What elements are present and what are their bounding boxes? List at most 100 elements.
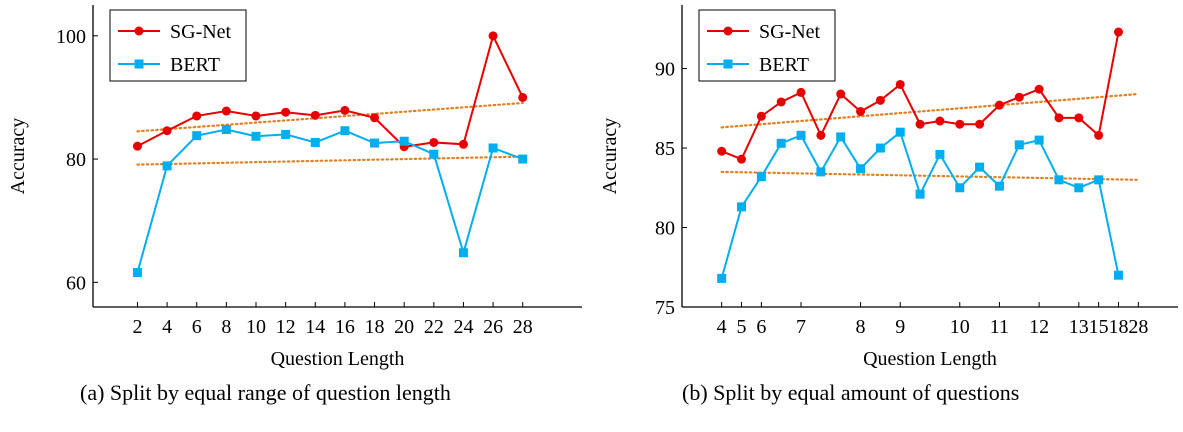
y-axis-label: Accuracy xyxy=(7,118,29,195)
bert-point xyxy=(935,149,945,159)
y-tick-label: 80 xyxy=(655,218,675,240)
y-tick-label: 100 xyxy=(56,26,86,48)
bert-point xyxy=(488,143,498,153)
sg-net-point xyxy=(1054,113,1064,123)
legend-marker-sg-net xyxy=(134,26,144,36)
trendline xyxy=(136,101,524,133)
bert-point xyxy=(310,137,320,147)
bert-point xyxy=(756,172,766,182)
x-tick-label: 28 xyxy=(1128,316,1148,338)
legend-label-sg-net: SG-Net xyxy=(170,21,232,43)
caption-a: (a) Split by equal range of question len… xyxy=(80,380,451,405)
sg-net-point xyxy=(994,100,1004,110)
x-tick-label: 14 xyxy=(305,316,325,338)
sg-net-point xyxy=(717,146,727,156)
sg-net-point xyxy=(132,141,142,151)
y-axis-label: Accuracy xyxy=(599,118,621,195)
bert-point xyxy=(340,126,350,136)
x-tick-label: 6 xyxy=(192,316,202,338)
bert-point xyxy=(856,164,866,174)
y-tick-label: 75 xyxy=(655,297,675,319)
bert-point xyxy=(994,181,1004,191)
x-tick-label: 22 xyxy=(424,316,444,338)
sg-net-point xyxy=(1014,92,1024,102)
sg-net-point xyxy=(895,79,905,89)
sg-net-point xyxy=(836,89,846,99)
bert-point xyxy=(132,267,142,277)
sg-net-point xyxy=(955,119,965,129)
y-tick-label: 80 xyxy=(66,149,86,171)
legend-marker-bert xyxy=(723,59,733,69)
sg-net-point xyxy=(1074,113,1084,123)
x-tick-label: 20 xyxy=(394,316,414,338)
caption-b: (b) Split by equal amount of questions xyxy=(682,380,1020,405)
sg-net-point xyxy=(310,110,320,120)
sg-net-point xyxy=(796,87,806,97)
sg-net-point xyxy=(975,119,985,129)
sg-net-point xyxy=(518,92,528,102)
sg-net-point xyxy=(776,97,786,107)
x-tick-label: 5 xyxy=(737,316,747,338)
sg-net-point xyxy=(221,106,231,116)
sg-net-point xyxy=(192,111,202,121)
x-tick-label: 16 xyxy=(335,316,355,338)
x-tick-label: 18 xyxy=(365,316,385,338)
bert-line xyxy=(720,130,1120,279)
x-tick-label: 6 xyxy=(756,316,766,338)
bert-point xyxy=(162,161,172,171)
x-tick-label: 4 xyxy=(717,316,727,338)
bert-point xyxy=(776,138,786,148)
x-tick-label: 10 xyxy=(246,316,266,338)
bert-point xyxy=(975,162,985,172)
x-tick-label: 8 xyxy=(221,316,231,338)
bert-point xyxy=(796,130,806,140)
bert-point xyxy=(251,131,261,141)
sg-net-point xyxy=(1034,84,1044,94)
sg-net-point xyxy=(1113,27,1123,37)
sg-net-point xyxy=(935,116,945,126)
bert-point xyxy=(1094,175,1104,185)
x-tick-label: 13 xyxy=(1069,316,1089,338)
x-axis-label: Question Length xyxy=(271,348,405,370)
x-tick-label: 26 xyxy=(483,316,503,338)
bert-point xyxy=(1054,175,1064,185)
legend-label-sg-net: SG-Net xyxy=(759,21,821,43)
bert-point xyxy=(221,124,231,134)
bert-point xyxy=(1113,270,1123,280)
x-tick-label: 7 xyxy=(796,316,806,338)
sg-net-point xyxy=(756,111,766,121)
bert-point xyxy=(875,143,885,153)
sg-net-point xyxy=(915,119,925,129)
legend-label-bert: BERT xyxy=(170,54,220,76)
bert-point xyxy=(955,183,965,193)
bert-point xyxy=(895,127,905,137)
trendline xyxy=(720,92,1140,129)
sg-net-point xyxy=(370,113,380,123)
bert-point xyxy=(836,132,846,142)
sg-net-point xyxy=(429,137,439,147)
x-tick-label: 15 xyxy=(1089,316,1109,338)
x-tick-label: 8 xyxy=(856,316,866,338)
y-tick-label: 60 xyxy=(66,272,86,294)
bert-point xyxy=(737,202,747,212)
x-tick-label: 4 xyxy=(162,316,172,338)
x-tick-label: 12 xyxy=(276,316,296,338)
bert-point xyxy=(429,149,439,159)
sg-net-point xyxy=(875,95,885,105)
legend-marker-sg-net xyxy=(723,26,733,36)
sg-net-point xyxy=(488,31,498,41)
bert-point xyxy=(915,189,925,199)
sg-net-point xyxy=(162,126,172,136)
y-tick-label: 85 xyxy=(655,138,675,160)
sg-net-point xyxy=(251,111,261,121)
x-tick-label: 9 xyxy=(895,316,905,338)
x-tick-label: 24 xyxy=(453,316,473,338)
x-tick-label: 2 xyxy=(132,316,142,338)
chart-b: 75 80 85 90 4 5 6 7 8 9 10 11 12 13 15 18 28 Question Len… xyxy=(599,5,1178,370)
sg-net-point xyxy=(1094,130,1104,140)
x-tick-label: 28 xyxy=(513,316,533,338)
bert-point xyxy=(1034,135,1044,145)
x-tick-label: 10 xyxy=(950,316,970,338)
x-tick-label: 18 xyxy=(1108,316,1128,338)
